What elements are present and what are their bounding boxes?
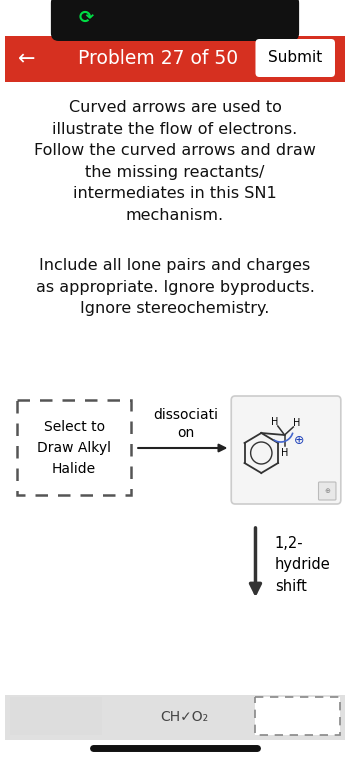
FancyBboxPatch shape: [254, 697, 340, 735]
Text: ←: ←: [18, 49, 35, 69]
FancyBboxPatch shape: [256, 39, 335, 77]
Text: H: H: [281, 448, 288, 458]
Text: ⊕: ⊕: [324, 488, 330, 494]
Bar: [5, 36, 345, 82]
FancyBboxPatch shape: [318, 482, 336, 500]
Text: dissociati
on: dissociati on: [153, 408, 218, 440]
Text: CH✓O₂: CH✓O₂: [161, 710, 209, 724]
FancyBboxPatch shape: [231, 396, 341, 504]
Text: H: H: [293, 418, 300, 428]
Text: 1,2-
hydride
shift: 1,2- hydride shift: [275, 536, 331, 594]
Bar: [10, 697, 102, 735]
Text: Problem 27 of 50: Problem 27 of 50: [78, 49, 239, 68]
Text: ⊕: ⊕: [294, 434, 304, 446]
Text: ⟳: ⟳: [78, 9, 93, 27]
Text: Select to
Draw Alkyl
Halide: Select to Draw Alkyl Halide: [37, 420, 111, 476]
FancyBboxPatch shape: [51, 0, 299, 41]
Text: Curved arrows are used to
illustrate the flow of electrons.
Follow the curved ar: Curved arrows are used to illustrate the…: [34, 100, 316, 223]
Bar: [5, 695, 345, 740]
Text: Submit: Submit: [268, 51, 322, 65]
Text: Include all lone pairs and charges
as appropriate. Ignore byproducts.
Ignore ste: Include all lone pairs and charges as ap…: [36, 258, 314, 316]
Text: H: H: [271, 417, 279, 427]
FancyBboxPatch shape: [17, 400, 131, 495]
